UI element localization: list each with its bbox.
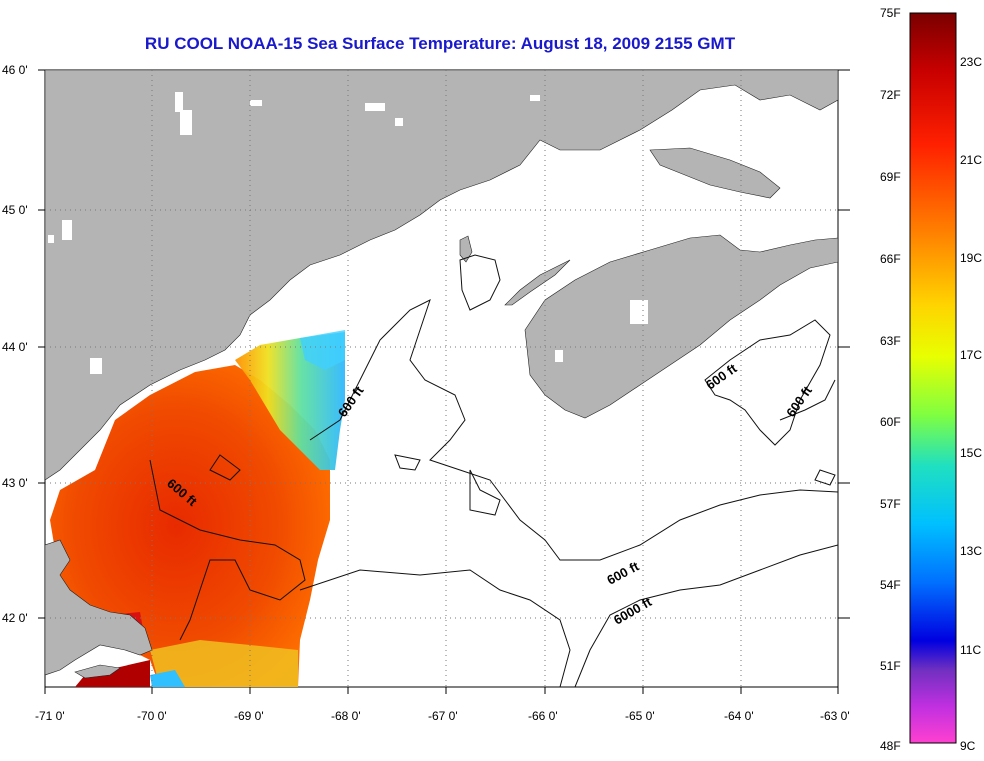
- svg-text:9C: 9C: [960, 739, 976, 753]
- lat-label-44: 44 0': [2, 340, 28, 354]
- land-cape-cod: [45, 539, 153, 676]
- lon-label-65: -65 0': [625, 709, 655, 723]
- sst-warm-region: [50, 365, 330, 687]
- land-nb-shore: [504, 259, 571, 306]
- lon-label-67: -67 0': [428, 709, 458, 723]
- lon-label-68: -68 0': [331, 709, 361, 723]
- svg-text:19C: 19C: [960, 251, 982, 265]
- svg-text:21C: 21C: [960, 153, 982, 167]
- svg-text:48F: 48F: [880, 739, 901, 753]
- lon-label-66: -66 0': [528, 709, 558, 723]
- svg-text:57F: 57F: [880, 497, 901, 511]
- svg-text:11C: 11C: [960, 643, 981, 657]
- svg-text:60F: 60F: [880, 415, 901, 429]
- map-title: RU COOL NOAA-15 Sea Surface Temperature:…: [144, 34, 736, 53]
- colorbar: [909, 12, 957, 744]
- frame-ticks: [38, 69, 850, 694]
- svg-text:13C: 13C: [960, 544, 982, 558]
- lon-label-69: -69 0': [234, 709, 264, 723]
- svg-text:51F: 51F: [880, 659, 901, 673]
- svg-text:54F: 54F: [880, 578, 901, 592]
- colorbar-c-labels: 23C 21C 19C 17C 15C 13C 11C 9C: [960, 55, 982, 753]
- land-nova-scotia: [524, 234, 838, 419]
- svg-text:17C: 17C: [960, 348, 982, 362]
- svg-text:75F: 75F: [880, 6, 901, 20]
- lat-label-43: 43 0': [2, 476, 28, 490]
- lat-label-46: 46 0': [2, 63, 28, 77]
- svg-text:15C: 15C: [960, 446, 982, 460]
- sst-south-cool-spot: [150, 670, 185, 687]
- land-pei: [649, 147, 781, 199]
- lon-label-71: -71 0': [35, 709, 65, 723]
- sst-southern-yellow: [150, 640, 298, 687]
- svg-text:23C: 23C: [960, 55, 982, 69]
- lon-label-63: -63 0': [820, 709, 850, 723]
- svg-text:66F: 66F: [880, 252, 901, 266]
- bathymetry-contours: [149, 254, 838, 687]
- lon-label-70: -70 0': [137, 709, 167, 723]
- lat-label-42: 42 0': [2, 611, 28, 625]
- svg-text:69F: 69F: [880, 170, 901, 184]
- lon-label-64: -64 0': [724, 709, 754, 723]
- svg-text:63F: 63F: [880, 334, 901, 348]
- graticule: [45, 70, 838, 687]
- sst-cyan-patch: [300, 330, 345, 370]
- land-nantucket: [74, 664, 121, 679]
- land-new-england: [45, 70, 838, 481]
- colorbar-f-labels: 75F 72F 69F 66F 63F 60F 57F 54F 51F 48F: [880, 6, 901, 753]
- svg-text:72F: 72F: [880, 88, 901, 102]
- lat-label-45: 45 0': [2, 203, 28, 217]
